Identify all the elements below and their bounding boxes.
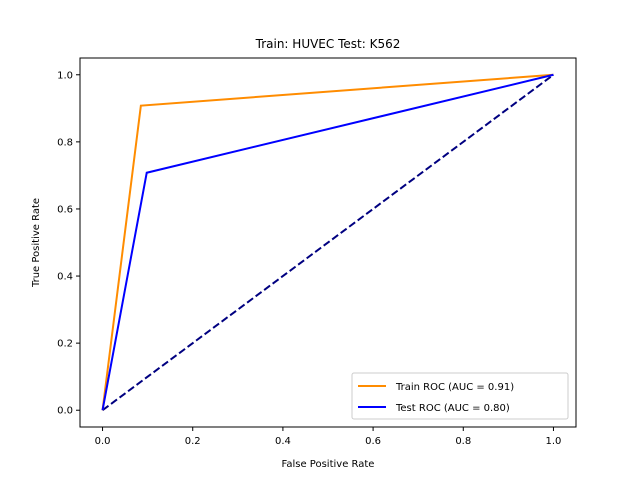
x-tick-label: 0.6 — [365, 436, 381, 447]
x-tick-label: 0.2 — [185, 436, 201, 447]
axis-ticks: 0.0 0.2 0.4 0.6 0.8 1.0 0.0 0.2 0.4 0.6 0.8 1.0 — [57, 70, 561, 447]
x-tick-label: 0.8 — [455, 436, 471, 447]
series-line-train — [101, 73, 554, 411]
legend-entry: Train ROC (AUC = 0.91) — [395, 382, 514, 393]
chance-reference-line — [101, 73, 555, 412]
plot-frame — [79, 57, 577, 428]
legend-entry: Test ROC (AUC = 0.80) — [395, 403, 510, 414]
y-tick-label: 0.6 — [57, 204, 73, 215]
x-tick-label: 1.0 — [546, 436, 562, 447]
x-tick-label: 0.0 — [95, 436, 111, 447]
y-tick-label: 0.8 — [57, 137, 73, 148]
y-tick-label: 1.0 — [57, 70, 73, 81]
legend: Train ROC (AUC = 0.91) Test ROC (AUC = 0.… — [351, 372, 569, 420]
y-tick-label: 0.4 — [57, 272, 73, 283]
y-axis-label: True Positive Rate — [31, 198, 42, 288]
plot-area — [101, 73, 555, 412]
legend-box — [351, 372, 569, 420]
y-tick-label: 0.0 — [57, 406, 73, 417]
x-tick-label: 0.4 — [275, 436, 291, 447]
chart-title: Train: HUVEC Test: K562 — [255, 37, 401, 51]
x-axis-label: False Positive Rate — [282, 459, 375, 470]
series-line-test — [101, 73, 554, 411]
y-tick-label: 0.2 — [57, 339, 73, 350]
